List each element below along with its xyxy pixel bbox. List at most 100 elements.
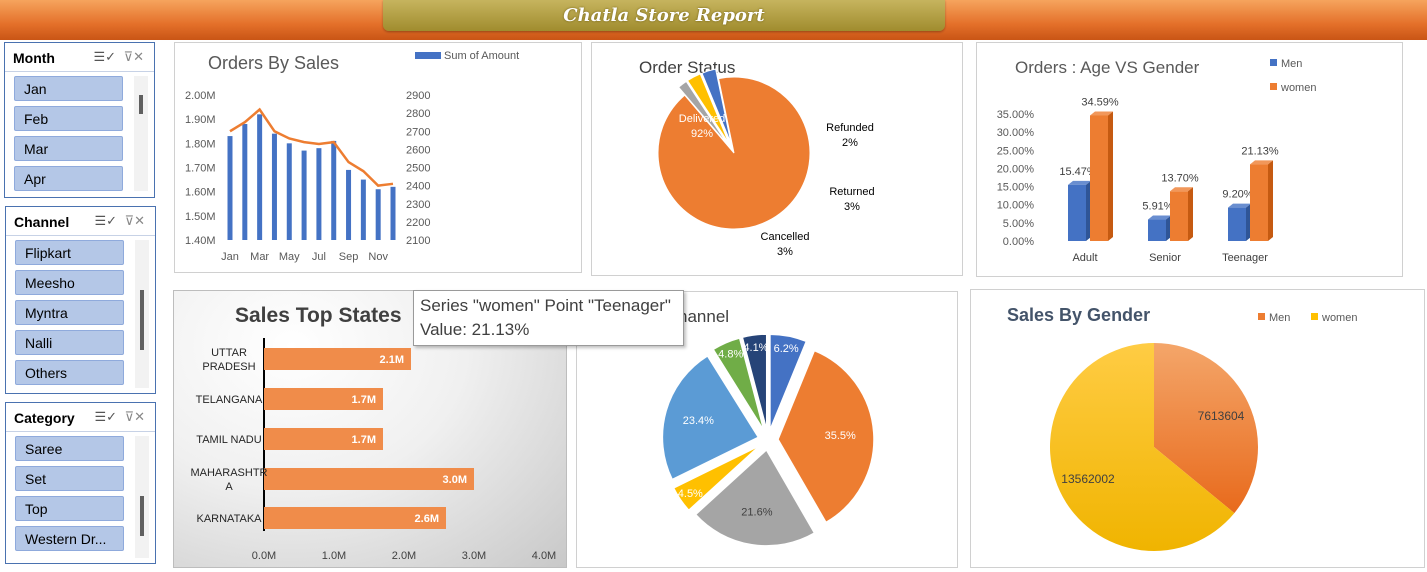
orders-by-sales-chart: Orders By Sales Sum of Amount 2.00M 1.90M 1.… <box>185 50 519 263</box>
age-gender-bar <box>1068 184 1086 241</box>
bar-top <box>1170 187 1193 192</box>
sales-gender-panel[interactable]: Sales By Gender Men women 7613604 13562002 <box>970 289 1425 568</box>
category-slicer-scrollbar[interactable] <box>135 436 149 558</box>
month-item-jan[interactable]: Jan <box>14 76 123 101</box>
slice-value-label: 21.6% <box>741 507 772 519</box>
gender-slice <box>1050 343 1235 551</box>
legend-label: Men <box>1269 312 1290 324</box>
channel-slice <box>741 333 768 431</box>
top-states-panel[interactable]: Sales Top States 2.1M UTTAR PRADESH 1.7M TELA… <box>173 290 567 568</box>
state-label: A <box>225 481 233 493</box>
slice-value-label: 23.4% <box>683 415 714 427</box>
category-item-set[interactable]: Set <box>15 466 124 491</box>
clear-filter-icon[interactable]: ⊽✕ <box>124 213 145 228</box>
channel-item-nalli[interactable]: Nalli <box>15 330 124 355</box>
channel-item-flipkart[interactable]: Flipkart <box>15 240 124 265</box>
y-tick-label: 35.00% <box>997 109 1035 121</box>
multi-select-icon[interactable]: ☰✓ <box>94 409 117 424</box>
channel-item-others[interactable]: Others <box>15 360 124 385</box>
sales-bar <box>286 143 292 240</box>
y-right-tick-label: 2800 <box>406 108 430 120</box>
channel-slice <box>769 333 808 431</box>
channel-item-meesho[interactable]: Meesho <box>15 270 124 295</box>
month-slicer[interactable]: Month ☰✓ ⊽✕ Jan Feb Mar Apr <box>4 42 155 198</box>
bar-top <box>1148 215 1171 220</box>
channel-slice <box>777 349 875 524</box>
y-left-tick-label: 2.00M <box>185 90 216 102</box>
slice-value-label: 3% <box>844 201 860 213</box>
category-item-western-dress[interactable]: Western Dr... <box>15 526 124 551</box>
slice-value-label: 92% <box>691 128 713 140</box>
sales-bar <box>331 140 337 240</box>
slice-value-label: 4.8% <box>718 349 743 361</box>
channel-slice <box>712 337 765 432</box>
month-item-feb[interactable]: Feb <box>14 106 123 131</box>
age-gender-panel[interactable]: Orders : Age VS Gender Men women 35.00% 30.0… <box>976 42 1403 277</box>
slice-name-label: Cancelled <box>761 231 810 243</box>
order-status-panel[interactable]: Order Status Delivered 92% Refunded 2% Return… <box>591 42 963 276</box>
sales-bar <box>271 133 277 240</box>
clear-filter-icon[interactable]: ⊽✕ <box>124 409 145 424</box>
category-slicer-scroll-thumb[interactable] <box>140 496 144 536</box>
bar-data-label: 9.20% <box>1222 189 1253 201</box>
status-slice <box>686 73 730 145</box>
month-slicer-scroll-thumb[interactable] <box>139 95 143 114</box>
state-label: TAMIL NADU <box>196 434 261 446</box>
channel-chart: hannel 6.2% 35.5% 21.6% 4.5% 23.4% 4.8%4.1% <box>661 307 875 547</box>
y-right-tick-label: 2100 <box>406 235 430 247</box>
sales-bar <box>390 186 396 240</box>
bar-side <box>1108 111 1113 241</box>
month-item-mar[interactable]: Mar <box>14 136 123 161</box>
y-right-tick-label: 2200 <box>406 217 430 229</box>
bar-data-label: 21.13% <box>1241 145 1279 157</box>
y-right-tick-label: 2600 <box>406 144 430 156</box>
chart-title: hannel <box>678 307 729 326</box>
clear-filter-icon[interactable]: ⊽✕ <box>123 49 144 64</box>
category-item-top[interactable]: Top <box>15 496 124 521</box>
sales-bar <box>301 150 307 240</box>
legend-swatch <box>1311 313 1318 320</box>
channel-slicer-scroll-thumb[interactable] <box>140 290 144 350</box>
age-gender-chart: Orders : Age VS Gender Men women 35.00% 30.0… <box>997 58 1317 264</box>
channel-slicer-scrollbar[interactable] <box>135 240 149 388</box>
tooltip-value-text: Value: 21.13% <box>420 320 530 339</box>
month-slicer-scrollbar[interactable] <box>134 76 148 191</box>
order-status-chart: Order Status Delivered 92% Refunded 2% Return… <box>639 58 875 258</box>
state-label: KARNATAKA <box>197 513 263 525</box>
x-tick-label: Sep <box>339 251 359 263</box>
slice-value-label: 3% <box>777 246 793 258</box>
y-tick-label: 25.00% <box>997 145 1035 157</box>
category-slicer[interactable]: Category ☰✓ ⊽✕ Saree Set Top Western Dr.… <box>5 402 156 564</box>
slice-value-label: 4.1% <box>743 342 768 354</box>
sales-bar <box>227 136 233 240</box>
legend-swatch <box>1270 59 1277 66</box>
multi-select-icon[interactable]: ☰✓ <box>93 49 116 64</box>
bar-top <box>1090 111 1113 116</box>
report-title-box: Chatla Store Report <box>383 0 945 31</box>
y-tick-label: 10.00% <box>997 200 1035 212</box>
sales-bar <box>360 179 366 240</box>
legend-swatch <box>1258 313 1265 320</box>
bar-top <box>1068 180 1091 185</box>
orders-by-sales-panel[interactable]: Orders By Sales Sum of Amount 2.00M 1.90M 1.… <box>174 42 582 273</box>
bar-side <box>1268 160 1273 241</box>
bar-data-label: 15.47% <box>1059 166 1097 178</box>
legend-label: women <box>1280 82 1316 94</box>
channel-slice <box>694 448 816 547</box>
y-left-tick-label: 1.80M <box>185 138 216 150</box>
y-tick-label: 30.00% <box>997 127 1035 139</box>
channel-slicer[interactable]: Channel ☰✓ ⊽✕ Flipkart Meesho Myntra Nal… <box>5 206 156 394</box>
channel-item-myntra[interactable]: Myntra <box>15 300 124 325</box>
slice-value-label: 4.5% <box>678 488 703 500</box>
month-item-apr[interactable]: Apr <box>14 166 123 191</box>
slice-value-label: 2% <box>842 137 858 149</box>
category-item-saree[interactable]: Saree <box>15 436 124 461</box>
sales-bar <box>375 189 381 240</box>
gender-slice <box>1154 343 1258 514</box>
state-bar <box>264 348 411 370</box>
multi-select-icon[interactable]: ☰✓ <box>94 213 117 228</box>
legend-label: women <box>1321 312 1357 324</box>
tooltip-series-text: Series "women" Point "Teenager" <box>420 296 671 315</box>
report-title: Chatla Store Report <box>563 5 765 26</box>
bar-data-label: 34.59% <box>1081 96 1119 108</box>
